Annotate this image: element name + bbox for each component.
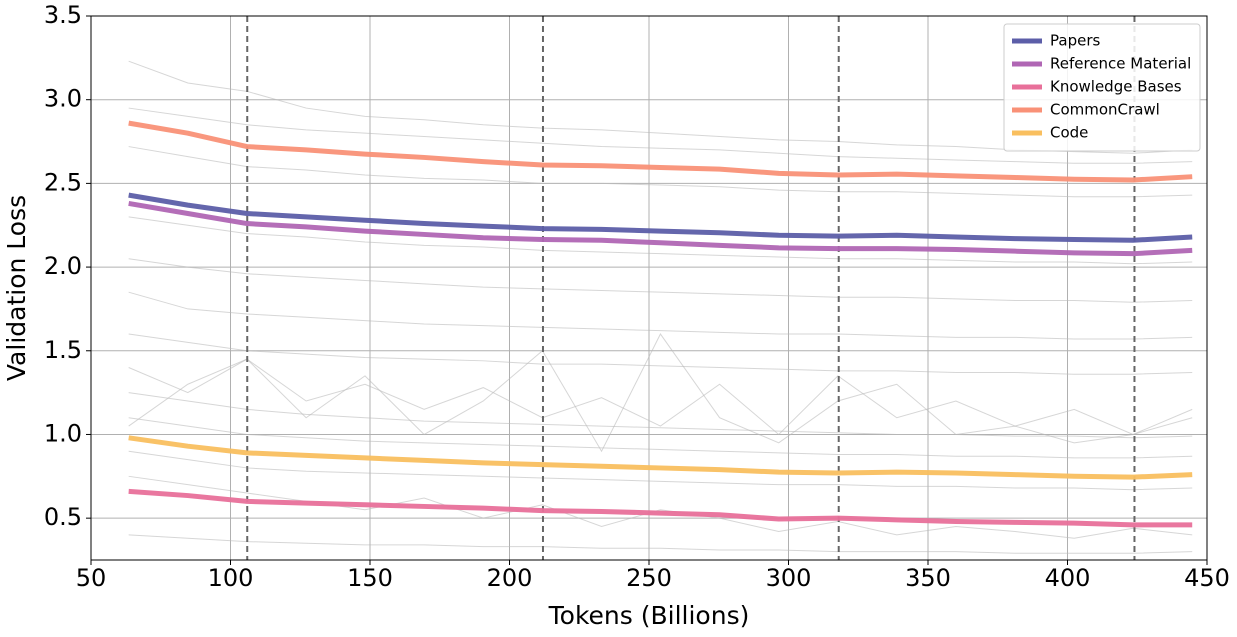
series-line (128, 435, 1193, 480)
background-line (128, 417, 1193, 459)
x-tick-label: 300 (766, 564, 812, 592)
x-tick-label: 200 (487, 564, 533, 592)
background-line (128, 291, 1193, 340)
series-line (128, 192, 1193, 243)
x-tick-label: 350 (905, 564, 951, 592)
x-tick-label: 250 (626, 564, 672, 592)
y-tick-label: 1.0 (44, 419, 82, 447)
x-axis-title: Tokens (Billions) (548, 601, 750, 630)
background-line (128, 146, 1193, 198)
y-tick-label: 3.0 (44, 85, 82, 113)
plot-frame (90, 15, 1208, 561)
x-tick-label: 100 (208, 564, 254, 592)
background-line (128, 258, 1193, 303)
background-line (128, 107, 1193, 164)
legend-label: Code (1050, 124, 1088, 142)
legend-box (1003, 23, 1201, 152)
plot-area (128, 16, 1193, 560)
background-line (128, 392, 1193, 439)
legend-label: CommonCrawl (1050, 101, 1160, 119)
background-line (128, 450, 1193, 491)
y-tick-label: 1.5 (44, 336, 82, 364)
y-tick-label: 3.5 (44, 1, 82, 29)
y-tick-label: 0.5 (44, 503, 82, 531)
y-tick-label: 2.0 (44, 252, 82, 280)
background-line (128, 333, 1193, 453)
background-line (128, 475, 1193, 539)
x-tick-label: 50 (76, 564, 107, 592)
series-line (128, 488, 1193, 528)
legend-label: Papers (1050, 32, 1100, 50)
background-line (128, 358, 1193, 436)
x-tick-label: 450 (1184, 564, 1230, 592)
background-line (128, 333, 1193, 375)
series-line (128, 120, 1193, 183)
x-tick-label: 400 (1045, 564, 1091, 592)
background-line (128, 534, 1193, 554)
y-tick-label: 2.5 (44, 168, 82, 196)
x-tick-label: 150 (347, 564, 393, 592)
legend-label: Knowledge Bases (1050, 78, 1182, 96)
legend-label: Reference Material (1050, 55, 1191, 73)
series-line (128, 201, 1193, 257)
y-axis-title: Validation Loss (2, 195, 31, 381)
background-line (128, 216, 1193, 265)
